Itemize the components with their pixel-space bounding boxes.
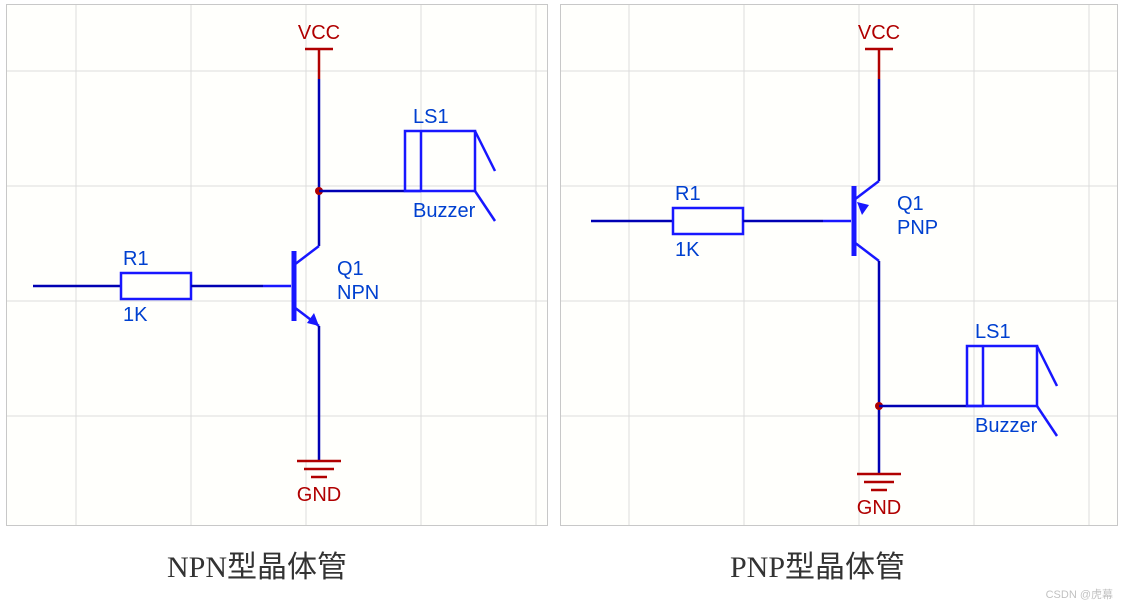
r1-value: 1K: [123, 304, 148, 326]
npn-schematic: VCC LS1 Buzzer Q1 N: [7, 5, 547, 525]
grid: [561, 5, 1117, 525]
q1-ref: Q1: [897, 193, 924, 215]
r1-pnp: R1 1K: [673, 183, 743, 261]
buzzer-value: Buzzer: [413, 200, 476, 222]
q1-ref: Q1: [337, 258, 364, 280]
npn-panel: VCC LS1 Buzzer Q1 N: [6, 4, 548, 526]
r1-npn: R1 1K: [121, 248, 191, 326]
gnd-label: GND: [857, 497, 901, 519]
gnd-label: GND: [297, 484, 341, 506]
r1-ref: R1: [675, 183, 701, 205]
pnp-panel: VCC Q1 PNP LS1: [560, 4, 1118, 526]
vcc-label: VCC: [298, 22, 340, 44]
buzzer-npn: LS1 Buzzer: [405, 106, 495, 222]
pnp-caption: PNP型晶体管: [730, 542, 905, 586]
vcc-label: VCC: [858, 22, 900, 44]
grid: [7, 5, 547, 525]
vcc-net: VCC: [298, 22, 340, 79]
q1-type: PNP: [897, 217, 938, 239]
pnp-schematic: VCC Q1 PNP LS1: [561, 5, 1117, 525]
npn-transistor: Q1 NPN: [263, 246, 379, 326]
npn-caption: NPN型晶体管: [167, 542, 347, 586]
buzzer-value: Buzzer: [975, 415, 1038, 437]
vcc-net: VCC: [858, 22, 900, 79]
r1-ref: R1: [123, 248, 149, 270]
watermark: CSDN @虎幕: [1046, 586, 1113, 602]
gnd-net: GND: [297, 461, 341, 506]
buzzer-pnp: LS1 Buzzer: [967, 321, 1057, 437]
pnp-transistor: Q1 PNP: [823, 181, 938, 261]
r1-value: 1K: [675, 239, 700, 261]
q1-type: NPN: [337, 282, 379, 304]
buzzer-ref: LS1: [975, 321, 1011, 343]
gnd-net: GND: [857, 474, 901, 519]
buzzer-ref: LS1: [413, 106, 449, 128]
